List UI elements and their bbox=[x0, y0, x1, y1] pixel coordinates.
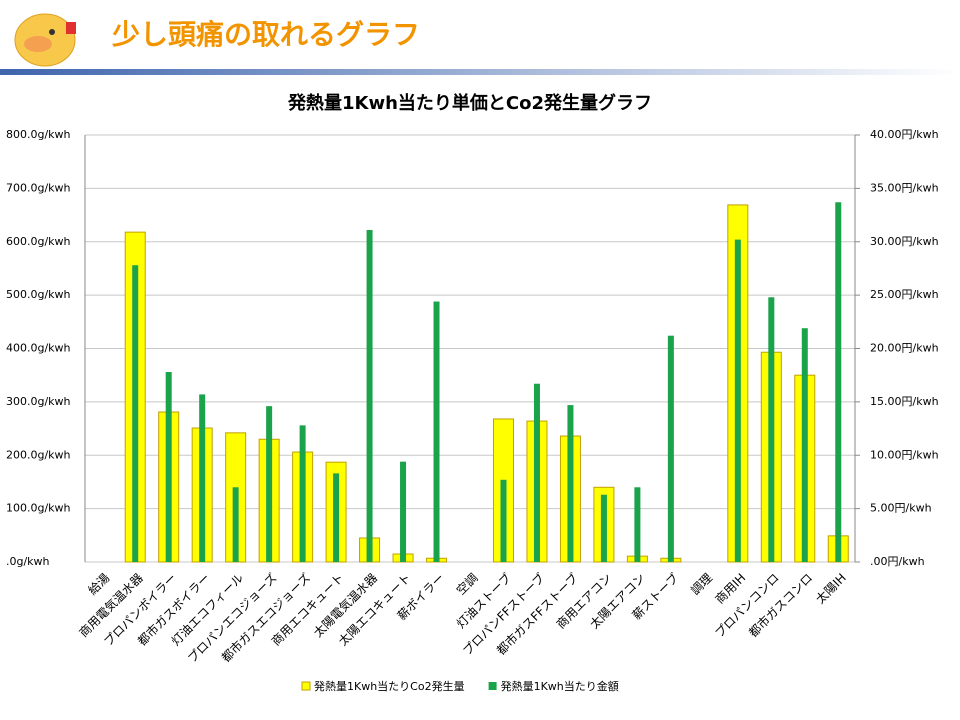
bar bbox=[734, 239, 741, 563]
bar bbox=[400, 461, 407, 562]
y2-tick-label: 20.00円/kwh bbox=[870, 342, 939, 355]
bar bbox=[199, 394, 206, 562]
y2-tick-label: .00円/kwh bbox=[870, 555, 925, 568]
bar bbox=[768, 297, 775, 562]
x-tick-label: 給湯 bbox=[85, 571, 112, 598]
page-title: 少し頭痛の取れるグラフ bbox=[112, 18, 420, 51]
bar bbox=[801, 328, 808, 562]
bar bbox=[366, 230, 373, 562]
bar bbox=[165, 371, 172, 562]
bar bbox=[433, 301, 440, 562]
bar bbox=[600, 494, 607, 562]
y-tick-label: 700.0g/kwh bbox=[6, 181, 71, 194]
y-tick-label: .0g/kwh bbox=[6, 555, 50, 568]
bar bbox=[299, 425, 306, 562]
bar bbox=[333, 473, 340, 562]
y-tick-label: 600.0g/kwh bbox=[6, 235, 71, 248]
y-tick-label: 300.0g/kwh bbox=[6, 395, 71, 408]
x-tick-label: 空調 bbox=[454, 571, 481, 598]
y2-tick-label: 40.00円/kwh bbox=[870, 128, 939, 141]
bar bbox=[835, 202, 842, 562]
legend-swatch bbox=[301, 681, 311, 691]
bar bbox=[500, 479, 507, 562]
header-rule bbox=[0, 69, 960, 75]
bar bbox=[634, 487, 641, 562]
y2-tick-label: 10.00円/kwh bbox=[870, 448, 939, 461]
y2-tick-label: 5.00円/kwh bbox=[870, 502, 932, 515]
x-tick-label: 太陽IH bbox=[812, 570, 848, 606]
legend-label: 発熱量1Kwh当たり金額 bbox=[501, 679, 619, 693]
bar bbox=[567, 405, 574, 562]
y2-tick-label: 35.00円/kwh bbox=[870, 181, 939, 194]
legend-swatch bbox=[488, 682, 497, 690]
y-tick-label: 800.0g/kwh bbox=[6, 128, 71, 141]
bar bbox=[533, 383, 540, 562]
y-tick-label: 500.0g/kwh bbox=[6, 288, 71, 301]
y-tick-label: 100.0g/kwh bbox=[6, 502, 71, 515]
mascot bbox=[14, 13, 76, 67]
y-tick-label: 200.0g/kwh bbox=[6, 448, 71, 461]
legend-label: 発熱量1Kwh当たりCo2発生量 bbox=[314, 679, 465, 693]
y2-tick-label: 30.00円/kwh bbox=[870, 235, 939, 248]
x-tick-label: 調理 bbox=[688, 571, 715, 598]
y-tick-label: 400.0g/kwh bbox=[6, 342, 71, 355]
chart-title: 発熱量1Kwh当たり単価とCo2発生量グラフ bbox=[287, 92, 652, 114]
bar bbox=[232, 487, 239, 562]
bar bbox=[132, 265, 139, 562]
bar bbox=[266, 406, 273, 562]
y2-tick-label: 15.00円/kwh bbox=[870, 395, 939, 408]
y2-tick-label: 25.00円/kwh bbox=[870, 288, 939, 301]
bar bbox=[667, 335, 674, 562]
